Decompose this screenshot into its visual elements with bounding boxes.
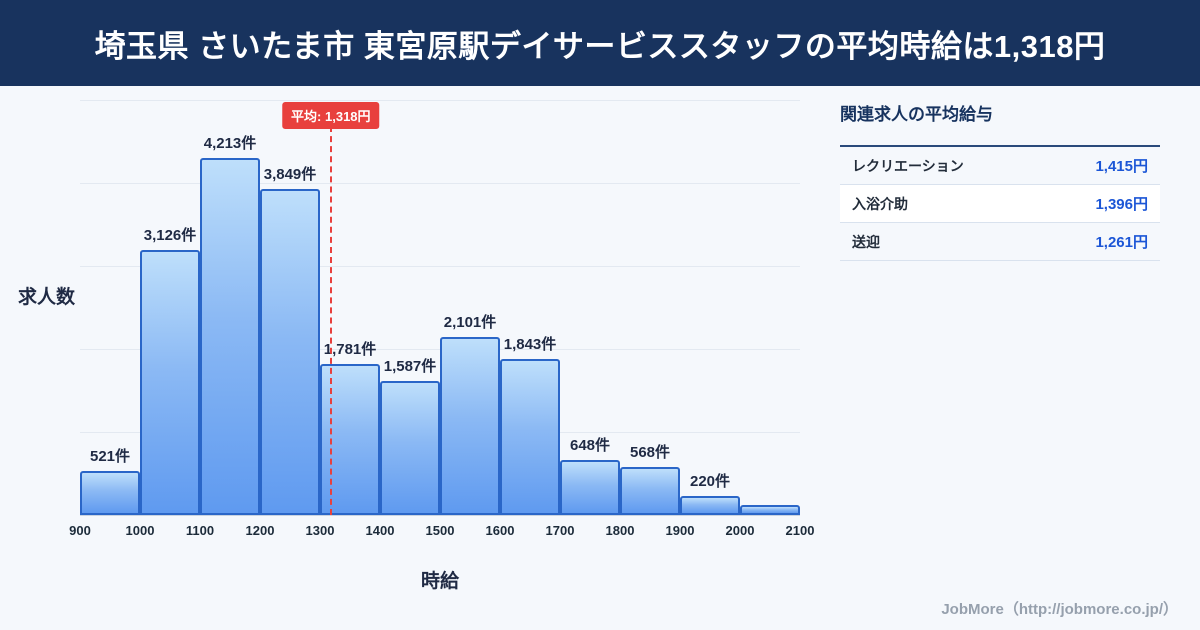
credit-text: JobMore（http://jobmore.co.jp/） <box>941 601 1178 618</box>
job-type-label: 入浴介助 <box>852 195 908 212</box>
table-row: レクリエーション 1,415円 <box>840 147 1160 185</box>
related-jobs-panel: 関連求人の平均給与 レクリエーション 1,415円入浴介助 1,396円送迎 1,26… <box>840 100 1160 261</box>
x-tick-label: 1500 <box>425 523 455 538</box>
bar-value-label: 3,126件 <box>143 227 197 244</box>
bar-value-label: 648件 <box>569 437 611 454</box>
table-row: 送迎 1,261円 <box>840 223 1160 261</box>
bar <box>620 467 680 515</box>
bar <box>200 158 260 515</box>
x-tick-label: 1200 <box>245 523 275 538</box>
x-tick-label: 1800 <box>605 523 635 538</box>
x-tick-label: 1400 <box>365 523 395 538</box>
panel-title: 関連求人の平均給与 <box>840 105 993 124</box>
grid-line <box>80 266 800 267</box>
histogram: 521件 3,126件 4,213件 3,849件 1,781件 1,587件 2,101件… <box>80 100 800 516</box>
y-axis-label: 求人数 <box>18 287 76 308</box>
x-tick-label: 2000 <box>725 523 755 538</box>
wage-value: 1,396円 <box>1095 196 1148 213</box>
x-tick-label: 1600 <box>485 523 515 538</box>
bar <box>140 250 200 515</box>
grid-line <box>80 100 800 101</box>
salary-table: レクリエーション 1,415円入浴介助 1,396円送迎 1,261円 <box>840 145 1160 261</box>
x-tick-label: 1900 <box>665 523 695 538</box>
grid-line <box>80 515 800 516</box>
table-row: 入浴介助 1,396円 <box>840 185 1160 223</box>
bar <box>80 471 140 515</box>
banner: 埼玉県 さいたま市 東宮原駅デイサービススタッフの平均時給は1,318円 <box>0 0 1200 86</box>
bar-value-label: 4,213件 <box>203 135 257 152</box>
bar-value-label: 1,781件 <box>323 341 377 358</box>
bar-value-label: 3,849件 <box>263 166 317 183</box>
bar-value-label: 2,101件 <box>443 314 497 331</box>
bar <box>440 337 500 515</box>
grid-line <box>80 183 800 184</box>
bar <box>500 359 560 515</box>
page-title: 埼玉県 さいたま市 東宮原駅デイサービススタッフの平均時給は1,318円 <box>94 28 1106 64</box>
job-type-label: レクリエーション <box>852 157 964 174</box>
average-line <box>329 126 332 515</box>
bar-value-label: 220件 <box>689 473 731 490</box>
x-tick-label: 1300 <box>305 523 335 538</box>
x-tick-label: 1700 <box>545 523 575 538</box>
wage-value: 1,261円 <box>1095 234 1148 251</box>
x-axis-ticks: 900 1000 1100 1200 1300 1400 1500 1600 1700 1800 1… <box>69 523 814 541</box>
bar-value-label: 1,843件 <box>503 336 557 353</box>
bars: 521件 3,126件 4,213件 3,849件 1,781件 1,587件 2,101件… <box>80 100 800 515</box>
bar-value-label: 568件 <box>629 444 671 461</box>
bar <box>260 189 320 515</box>
bar <box>380 381 440 515</box>
wage-value: 1,415円 <box>1095 158 1148 175</box>
x-axis-label: 時給 <box>420 571 459 592</box>
average-badge: 平均: 1,318円 <box>282 102 380 129</box>
bar <box>740 505 800 515</box>
bar <box>560 460 620 515</box>
x-tick-label: 2100 <box>785 523 815 538</box>
bar-value-label: 521件 <box>89 448 131 465</box>
x-tick-label: 900 <box>69 523 91 538</box>
x-tick-label: 1100 <box>185 523 215 538</box>
bar-value-label: 1,587件 <box>383 358 437 375</box>
bar <box>680 496 740 515</box>
job-type-label: 送迎 <box>852 233 880 250</box>
x-tick-label: 1000 <box>125 523 155 538</box>
